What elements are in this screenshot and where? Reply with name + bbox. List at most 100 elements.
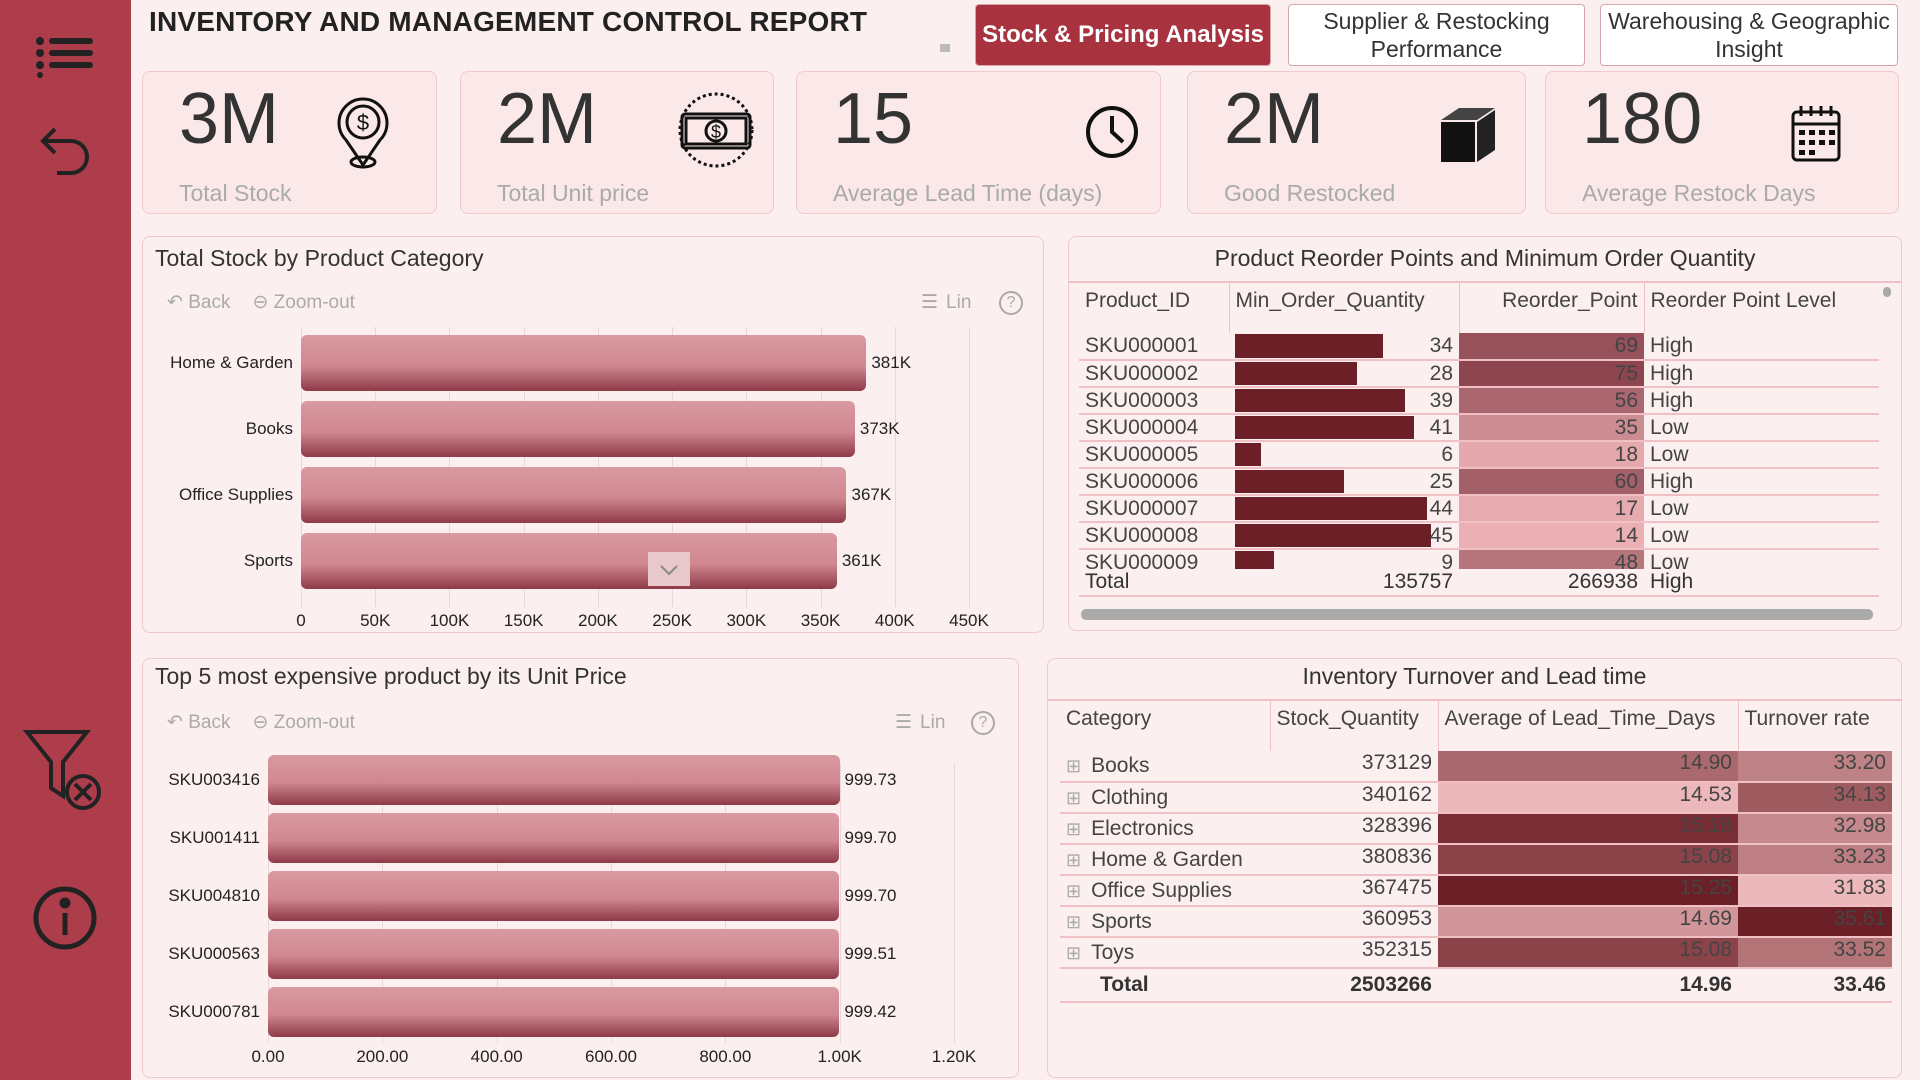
bar[interactable] [268, 929, 840, 979]
x-tick-label: 0.00 [251, 1047, 285, 1066]
expand-icon[interactable]: ⊞ [1066, 849, 1082, 870]
data-bar [1235, 389, 1406, 412]
table-row[interactable]: SKU000002 28 75 High [1079, 360, 1879, 388]
help-icon[interactable]: ? [999, 291, 1023, 315]
turnover-rate-cell: 32.98 [1738, 813, 1892, 845]
x-tick-label: 600.00 [585, 1047, 637, 1066]
bar[interactable] [268, 755, 840, 805]
turnover-rate-cell: 34.13 [1738, 782, 1892, 814]
lead-time-cell: 14.90 [1438, 751, 1738, 783]
tab-warehousing-geographic[interactable]: Warehousing & Geographic Insight [1600, 4, 1898, 66]
table-row[interactable]: SKU000005 6 18 Low [1079, 441, 1879, 469]
table-row[interactable]: ⊞ Electronics 328396 15.18 32.98 [1060, 813, 1892, 845]
data-bar [1235, 334, 1384, 358]
category-cell: ⊞ Clothing [1060, 782, 1270, 814]
total-cell: High [1644, 569, 1879, 597]
data-label: 361K [841, 551, 882, 570]
clear-filter-icon[interactable] [20, 730, 110, 810]
calendar-icon [1791, 106, 1841, 162]
bar[interactable] [301, 335, 867, 391]
column-header[interactable]: Product_ID [1085, 289, 1191, 312]
reorder-point-cell: 18 [1459, 441, 1644, 469]
value: 25 [1429, 469, 1453, 493]
table-row[interactable]: SKU000003 39 56 High [1079, 387, 1879, 415]
kpi-label: Average Restock Days [1582, 180, 1816, 206]
table-row[interactable]: ⊞ Home & Garden 380836 15.08 33.23 [1060, 844, 1892, 876]
table-row[interactable]: SKU000008 45 14 Low [1079, 522, 1879, 550]
zoom-out-label: Zoom-out [273, 712, 355, 733]
min-order-cell: 44 [1229, 495, 1459, 523]
table-row[interactable]: ⊞ Sports 360953 14.69 35.61 [1060, 906, 1892, 938]
value: 44 [1429, 496, 1453, 520]
menu-icon[interactable] [20, 22, 110, 92]
table-row[interactable]: SKU000004 41 35 Low [1079, 414, 1879, 442]
tab-supplier-restocking[interactable]: Supplier & Restocking Performance [1288, 4, 1585, 66]
tab-stock-pricing[interactable]: Stock & Pricing Analysis [975, 4, 1271, 66]
bar[interactable] [268, 871, 840, 921]
expand-icon[interactable]: ⊞ [1066, 818, 1082, 839]
column-header[interactable]: Turnover rate [1737, 701, 1892, 751]
column-header[interactable]: Reorder Point Level [1643, 283, 1879, 333]
category-cell: ⊞ Sports [1060, 906, 1270, 938]
table-row[interactable]: ⊞ Books 373129 14.90 33.20 [1060, 751, 1892, 783]
x-tick-label: 300K [726, 611, 767, 630]
table-row[interactable]: ⊞ Clothing 340162 14.53 34.13 [1060, 782, 1892, 814]
product-id-cell: SKU000003 [1079, 387, 1229, 415]
header-row: Product_ID Min_Order_Quantity Reorder_Poin… [1079, 283, 1879, 333]
data-label: 999.70 [844, 828, 897, 847]
x-tick-label: 100K [429, 611, 470, 630]
expand-icon[interactable]: ⊞ [1066, 756, 1082, 776]
expand-icon[interactable]: ⊞ [1066, 942, 1082, 963]
table-row[interactable]: ⊞ Office Supplies 367475 15.25 31.83 [1060, 875, 1892, 907]
bar[interactable] [268, 813, 840, 863]
horizontal-scrollbar[interactable] [1081, 609, 1873, 620]
table-row[interactable]: SKU000001 34 69 High [1079, 333, 1879, 361]
table-row[interactable]: SKU000006 25 60 High [1079, 468, 1879, 496]
lead-time-cell: 15.18 [1438, 813, 1738, 845]
legend-toggle[interactable]: ☰ Lin [895, 711, 946, 734]
category-cell: ⊞ Electronics [1060, 813, 1270, 845]
expand-icon[interactable]: ⊞ [1066, 787, 1082, 808]
undo-icon[interactable] [20, 114, 110, 184]
category-label: Sports [1091, 909, 1152, 933]
back-button[interactable]: ↶ Back [167, 292, 231, 313]
x-tick-label: 350K [800, 611, 841, 630]
bar[interactable] [301, 467, 847, 523]
column-header[interactable]: Reorder_Point [1458, 283, 1644, 333]
box-icon [1441, 108, 1495, 162]
value: 28 [1429, 361, 1453, 385]
table-row[interactable]: ⊞ Toys 352315 15.08 33.52 [1060, 937, 1892, 969]
min-order-cell: 6 [1229, 441, 1459, 469]
help-icon[interactable]: ? [971, 711, 995, 735]
vertical-scrollbar[interactable] [1883, 287, 1891, 297]
chevron-down-icon[interactable] [648, 552, 690, 586]
stock-quantity-cell: 380836 [1270, 844, 1438, 876]
column-header[interactable]: Average of Lead_Time_Days [1437, 701, 1738, 751]
info-icon[interactable] [20, 883, 110, 953]
reorder-level-cell: High [1644, 468, 1879, 496]
column-header[interactable]: Category [1066, 707, 1152, 730]
chart-title: Total Stock by Product Category [155, 245, 484, 271]
product-id-cell: SKU000005 [1079, 441, 1229, 469]
column-header[interactable]: Min_Order_Quantity [1228, 283, 1459, 333]
x-tick-label: 50K [360, 611, 391, 630]
column-header[interactable]: Stock_Quantity [1269, 701, 1438, 751]
table-row[interactable]: SKU000009 9 48 Low [1079, 549, 1879, 569]
table-row[interactable]: SKU000007 44 17 Low [1079, 495, 1879, 523]
back-button[interactable]: ↶ Back [167, 712, 231, 733]
expand-icon[interactable]: ⊞ [1066, 911, 1082, 932]
legend-toggle[interactable]: ☰ Lin [921, 291, 972, 314]
min-order-cell: 34 [1229, 333, 1459, 361]
bar[interactable] [301, 533, 837, 589]
bar[interactable] [268, 987, 840, 1037]
bar[interactable] [301, 401, 855, 457]
total-cell: Total [1060, 968, 1270, 1003]
stock-quantity-cell: 328396 [1270, 813, 1438, 845]
zoom-out-button[interactable]: ⊖ Zoom-out [252, 292, 355, 313]
min-order-cell: 39 [1229, 387, 1459, 415]
category-label: SKU001411 [169, 828, 260, 847]
expand-icon[interactable]: ⊞ [1066, 880, 1082, 901]
lead-time-cell: 15.25 [1438, 875, 1738, 907]
kpi-value: 180 [1582, 79, 1703, 159]
zoom-out-button[interactable]: ⊖ Zoom-out [252, 712, 355, 733]
